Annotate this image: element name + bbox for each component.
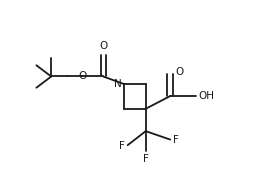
Text: F: F: [173, 134, 179, 145]
Text: N: N: [114, 78, 122, 88]
Text: O: O: [175, 67, 184, 77]
Text: F: F: [119, 141, 125, 151]
Text: O: O: [99, 41, 107, 51]
Text: O: O: [78, 72, 86, 82]
Text: OH: OH: [198, 91, 214, 101]
Text: F: F: [143, 154, 149, 164]
